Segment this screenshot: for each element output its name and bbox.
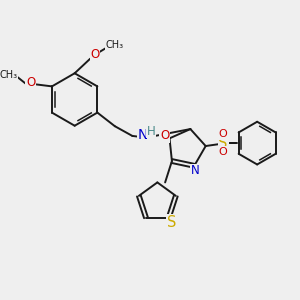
Text: O: O xyxy=(26,76,35,89)
Text: O: O xyxy=(219,129,227,140)
Text: H: H xyxy=(146,124,155,138)
Text: S: S xyxy=(218,136,228,151)
Text: N: N xyxy=(191,164,200,177)
Text: CH₃: CH₃ xyxy=(105,40,124,50)
Text: S: S xyxy=(167,215,176,230)
Text: N: N xyxy=(138,128,148,142)
Text: CH₃: CH₃ xyxy=(0,70,17,80)
Text: O: O xyxy=(90,48,100,61)
Text: O: O xyxy=(219,147,227,157)
Text: O: O xyxy=(160,129,169,142)
